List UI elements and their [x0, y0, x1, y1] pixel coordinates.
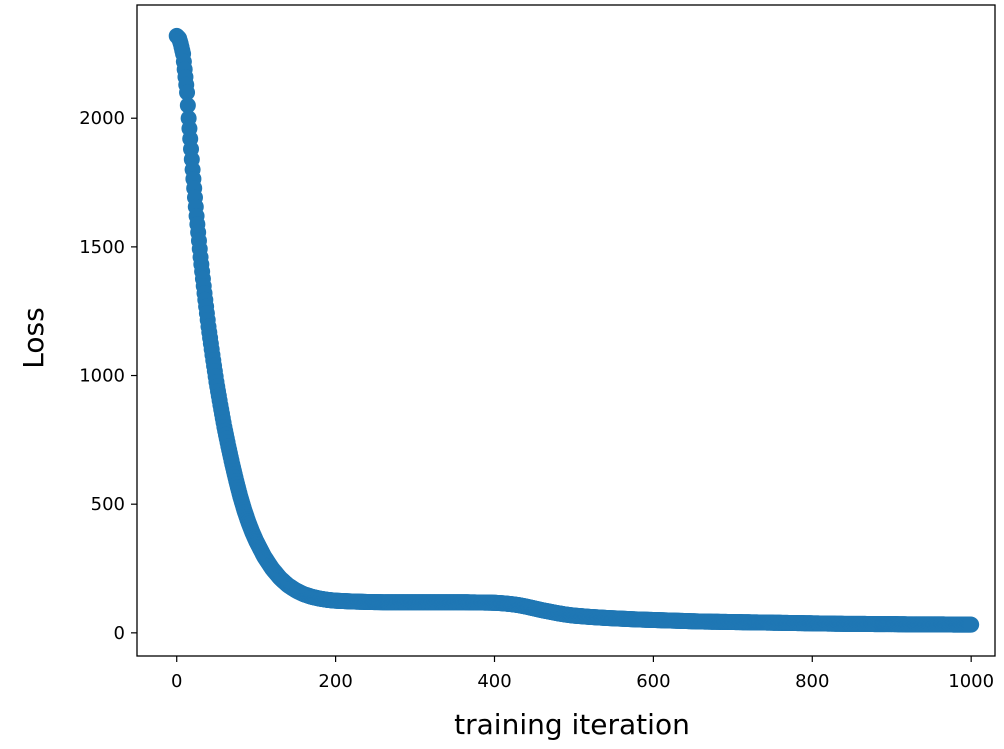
x-tick-label-200: 200 [318, 671, 352, 692]
y-tick-label-2000: 2000 [79, 108, 125, 129]
x-tick-label-600: 600 [636, 671, 670, 692]
data-point-1000 [963, 616, 980, 633]
x-tick-label-0: 0 [171, 671, 182, 692]
y-tick-label-500: 500 [91, 494, 125, 515]
y-tick-label-1500: 1500 [79, 237, 125, 258]
data-point-14 [179, 97, 196, 114]
x-tick-label-1000: 1000 [948, 671, 994, 692]
x-axis-label: training iteration [454, 708, 690, 741]
x-tick-label-400: 400 [477, 671, 511, 692]
data-points [168, 27, 980, 633]
y-tick-label-1000: 1000 [79, 366, 125, 387]
y-tick-label-0: 0 [114, 623, 125, 644]
data-point-13 [179, 84, 196, 101]
axis-ticks: 0 200 400 600 800 1000 0 500 1000 1500 2000 [79, 108, 994, 692]
plot-frame [136, 4, 996, 657]
y-axis-label: Loss [17, 307, 50, 368]
x-tick-label-800: 800 [795, 671, 829, 692]
